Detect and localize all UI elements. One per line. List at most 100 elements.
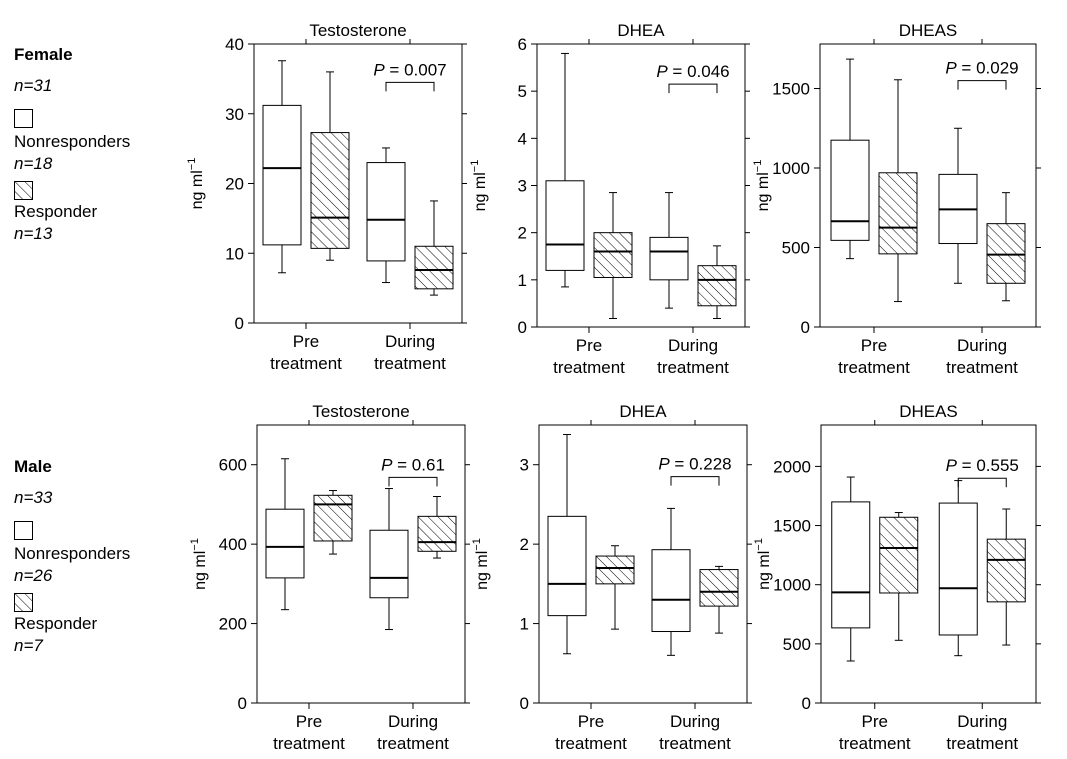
x-category-label: Pre treatment [839,712,911,753]
box-nonresponders-pre [830,58,870,260]
plot-frame [256,424,466,704]
panel-male-testosterone: Testosterone 0 200 400 600 ng ml−1 Pre treatmen… [189,402,470,753]
box-nonresponders-during [369,488,409,631]
box-responder-pre [879,512,919,641]
box-iqr [547,515,587,617]
y-axis-label: ng ml−1 [471,538,491,590]
box-responder-pre [310,71,350,261]
y-tick-label: 0 [801,318,810,337]
p-value-label: P = 0.007 [373,60,446,79]
panel-male-dhea: DHEA 0 1 2 3 ng ml−1 Pre treatment During treatme… [471,402,752,753]
y-tick-label: 500 [782,239,810,258]
box-nonresponders-during [366,147,406,284]
nonresponder-swatch [14,521,33,540]
x-category-label: During treatment [946,712,1018,753]
y-tick-label: 1000 [772,159,810,178]
box-iqr [366,162,406,262]
y-tick-label: 0 [520,694,529,713]
box-iqr [878,172,918,255]
box-responder-during [699,565,739,634]
y-tick-label: 0 [238,694,247,713]
panel-title: DHEA [619,402,667,421]
x-category-label: Pre treatment [838,336,910,377]
y-tick-label: 1000 [773,576,811,595]
group-n: n=31 [14,76,53,95]
box-responder-pre [595,545,635,630]
box-iqr [265,508,305,579]
y-tick-label: 400 [219,535,247,554]
legend-female: Female n=31 Nonresponders n=18 Responder… [14,44,130,245]
p-value-label: P = 0.029 [945,59,1018,78]
y-axis-label: ng ml−1 [186,158,206,210]
y-axis-label: ng ml−1 [189,538,209,590]
legend-responder: Responder [14,614,98,633]
panel-female-dhea: DHEA 0 1 2 3 4 5 6 ng ml−1 Pre treatment During trea… [469,21,750,377]
p-value-label: P = 0.555 [946,456,1019,475]
box-iqr [414,245,454,290]
y-tick-label: 0 [802,694,811,713]
significance-bracket [957,477,1007,488]
box-iqr [879,516,919,594]
panel-female-dheas: DHEAS 0 500 1000 1500 ng ml−1 Pre treatment Duri… [752,21,1041,377]
y-tick-label: 40 [225,35,244,54]
y-tick-label: 3 [520,456,529,475]
significance-bracket [670,476,720,486]
panel-title: DHEA [617,21,665,40]
legend-nonresponders-n: n=26 [14,566,53,585]
box-iqr [369,529,409,599]
legend-nonresponders-n: n=18 [14,154,53,173]
y-tick-label: 1 [520,615,529,634]
box-responder-during [986,508,1026,646]
legend-responder: Responder [14,202,98,221]
y-axis-label: ng ml−1 [753,538,773,590]
box-responder-during [417,495,457,559]
legend-responder-n: n=13 [14,224,53,243]
y-tick-label: 200 [219,615,247,634]
panel-title: Testosterone [312,402,409,421]
box-iqr [830,139,870,241]
panel-male-dheas: DHEAS 0 500 1000 1500 2000 ng ml−1 Pre treatment… [753,402,1041,753]
box-nonresponders-pre [545,52,585,288]
y-tick-label: 5 [518,82,527,101]
box-iqr [986,538,1026,603]
box-iqr [986,223,1026,284]
panel-title: DHEAS [899,21,958,40]
significance-bracket [668,83,718,94]
group-label: Female [14,45,73,64]
y-tick-label: 600 [219,456,247,475]
panel-female-testosterone: Testosterone 0 10 20 30 40 ng ml−1 Pre treatment… [186,21,467,373]
y-tick-label: 1 [518,271,527,290]
p-value-label: P = 0.61 [381,455,445,474]
x-category-label: Pre treatment [270,332,342,373]
plot-frame [820,424,1037,704]
x-category-label: Pre treatment [555,712,627,753]
y-tick-label: 2 [518,224,527,243]
box-responder-during [414,200,454,296]
box-nonresponders-pre [831,476,871,662]
y-tick-label: 0 [235,314,244,333]
significance-bracket [385,81,435,92]
box-responder-during [697,245,737,320]
x-category-label: During treatment [659,712,731,753]
significance-bracket [388,476,438,487]
p-value-label: P = 0.046 [656,62,729,81]
y-tick-label: 500 [783,635,811,654]
y-axis-label: ng ml−1 [469,160,489,212]
responder-swatch [14,593,33,612]
box-iqr [545,180,585,271]
box-iqr [699,569,739,607]
y-tick-label: 2 [520,535,529,554]
x-category-label: Pre treatment [553,336,625,377]
box-iqr [831,501,871,629]
p-value-label: P = 0.228 [658,455,731,474]
box-iqr [649,236,689,281]
y-axis-label: ng ml−1 [752,160,772,212]
y-tick-label: 20 [225,175,244,194]
plot-frame [819,43,1037,328]
box-iqr [593,232,633,278]
box-nonresponders-during [938,480,978,657]
y-tick-label: 4 [518,129,527,148]
box-nonresponders-during [938,127,978,284]
plot-frame [538,424,748,704]
